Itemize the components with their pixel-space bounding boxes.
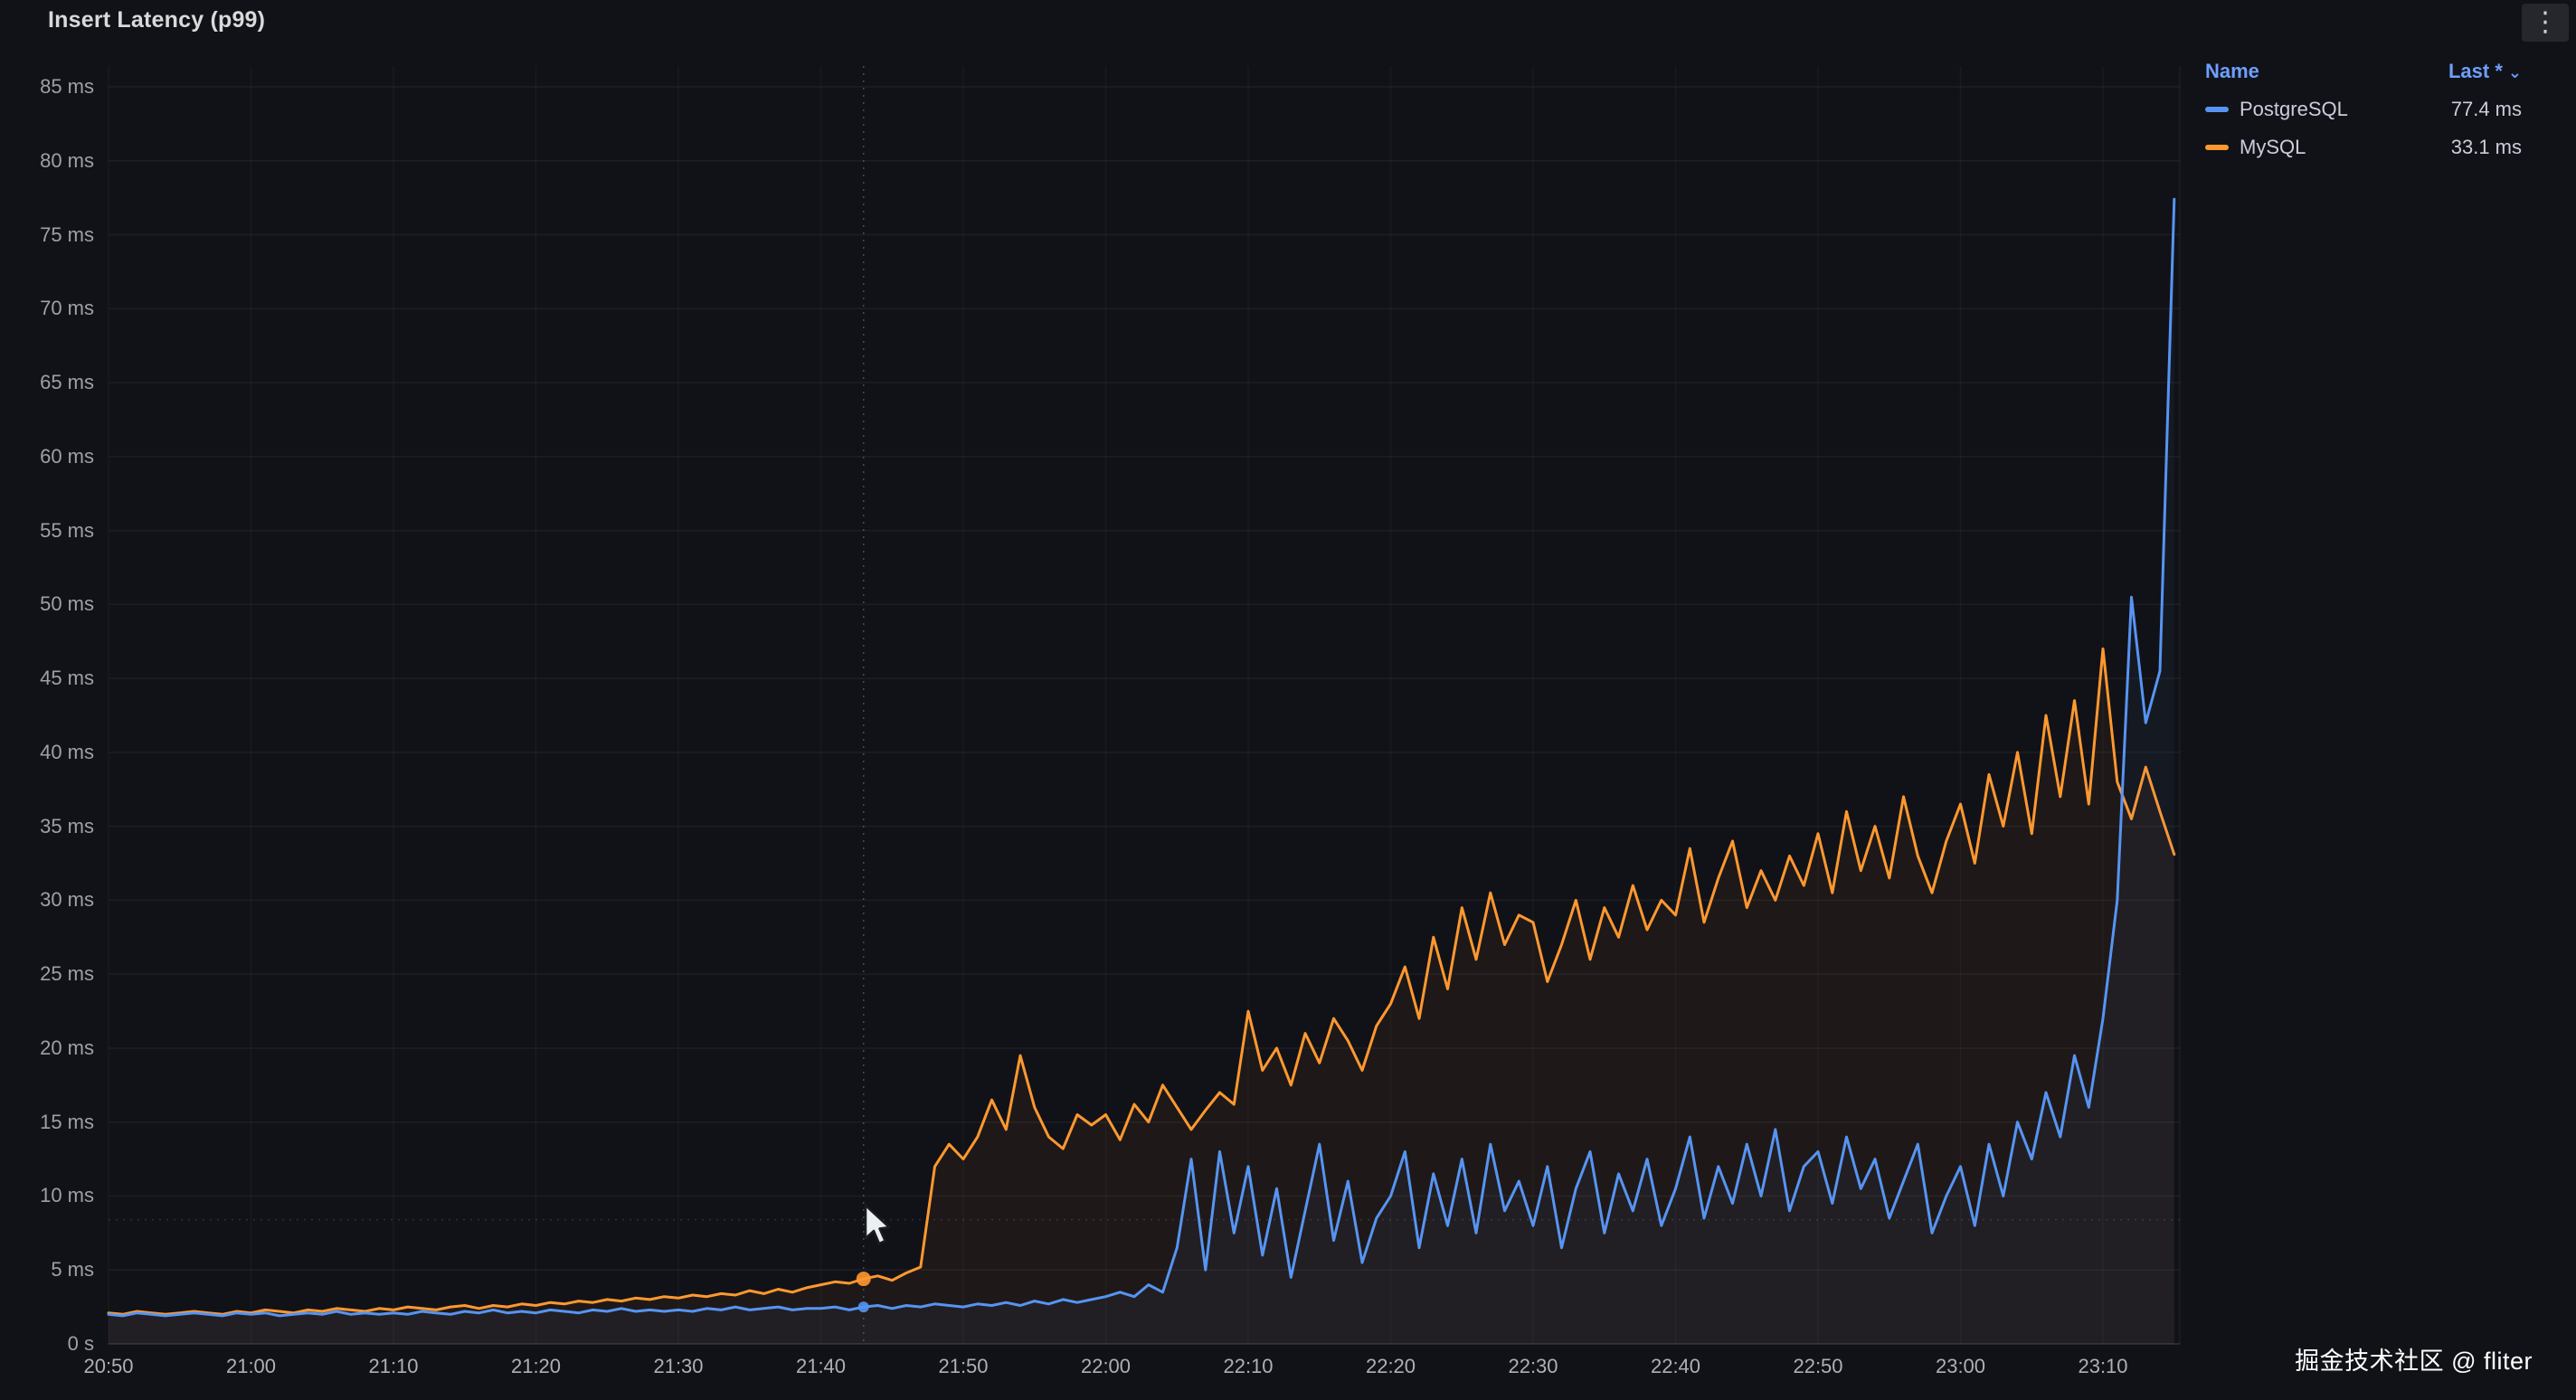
y-axis-tick: 10 ms: [40, 1184, 94, 1207]
y-axis-tick: 75 ms: [40, 222, 94, 246]
y-axis-tick: 30 ms: [40, 888, 94, 912]
y-axis-tick: 55 ms: [40, 518, 94, 542]
y-axis-tick: 35 ms: [40, 814, 94, 837]
series-last-value: 77.4 ms: [2450, 98, 2522, 120]
legend: Name Last * ⌄ PostgreSQL 77.4 ms MySQL 33…: [2205, 60, 2522, 174]
legend-last-label: Last *: [2448, 60, 2503, 82]
y-axis: 0 s 5 ms 10 ms 15 ms 20 ms 25 ms 30 ms 35 ms 40 …: [0, 0, 94, 1400]
y-axis-tick: 45 ms: [40, 667, 94, 690]
panel-title[interactable]: Insert Latency (p99): [48, 7, 266, 33]
legend-last-header[interactable]: Last * ⌄: [2448, 60, 2522, 83]
y-axis-tick: 15 ms: [40, 1110, 94, 1133]
watermark: 掘金技术社区 @ fliter: [2295, 1348, 2533, 1375]
y-axis-tick: 65 ms: [40, 371, 94, 394]
series-name: PostgreSQL: [2240, 98, 2348, 120]
kebab-icon: ⋮: [2532, 7, 2559, 37]
y-axis-tick: 60 ms: [40, 444, 94, 468]
legend-header: Name Last * ⌄: [2205, 60, 2522, 83]
series-color-swatch-postgresql: [2205, 107, 2229, 112]
mouse-cursor: [864, 1204, 891, 1245]
y-axis-tick: 80 ms: [40, 148, 94, 172]
legend-item-postgresql[interactable]: PostgreSQL 77.4 ms: [2205, 98, 2522, 121]
y-axis-tick: 5 ms: [51, 1258, 94, 1282]
y-axis-tick: 50 ms: [40, 592, 94, 616]
y-axis-tick: 70 ms: [40, 297, 94, 320]
y-axis-tick: 25 ms: [40, 962, 94, 986]
legend-item-mysql[interactable]: MySQL 33.1 ms: [2205, 136, 2522, 159]
series-name: MySQL: [2240, 136, 2306, 158]
y-axis-tick: 85 ms: [40, 75, 94, 98]
y-axis-tick: 20 ms: [40, 1036, 94, 1059]
legend-name-header[interactable]: Name: [2205, 60, 2259, 82]
series-last-value: 33.1 ms: [2450, 136, 2522, 158]
chevron-down-icon: ⌄: [2507, 63, 2522, 81]
series-color-swatch-mysql: [2205, 145, 2229, 150]
panel-menu-button[interactable]: ⋮: [2522, 4, 2569, 42]
y-axis-tick: 40 ms: [40, 740, 94, 763]
y-axis-tick: 0 s: [67, 1332, 94, 1355]
